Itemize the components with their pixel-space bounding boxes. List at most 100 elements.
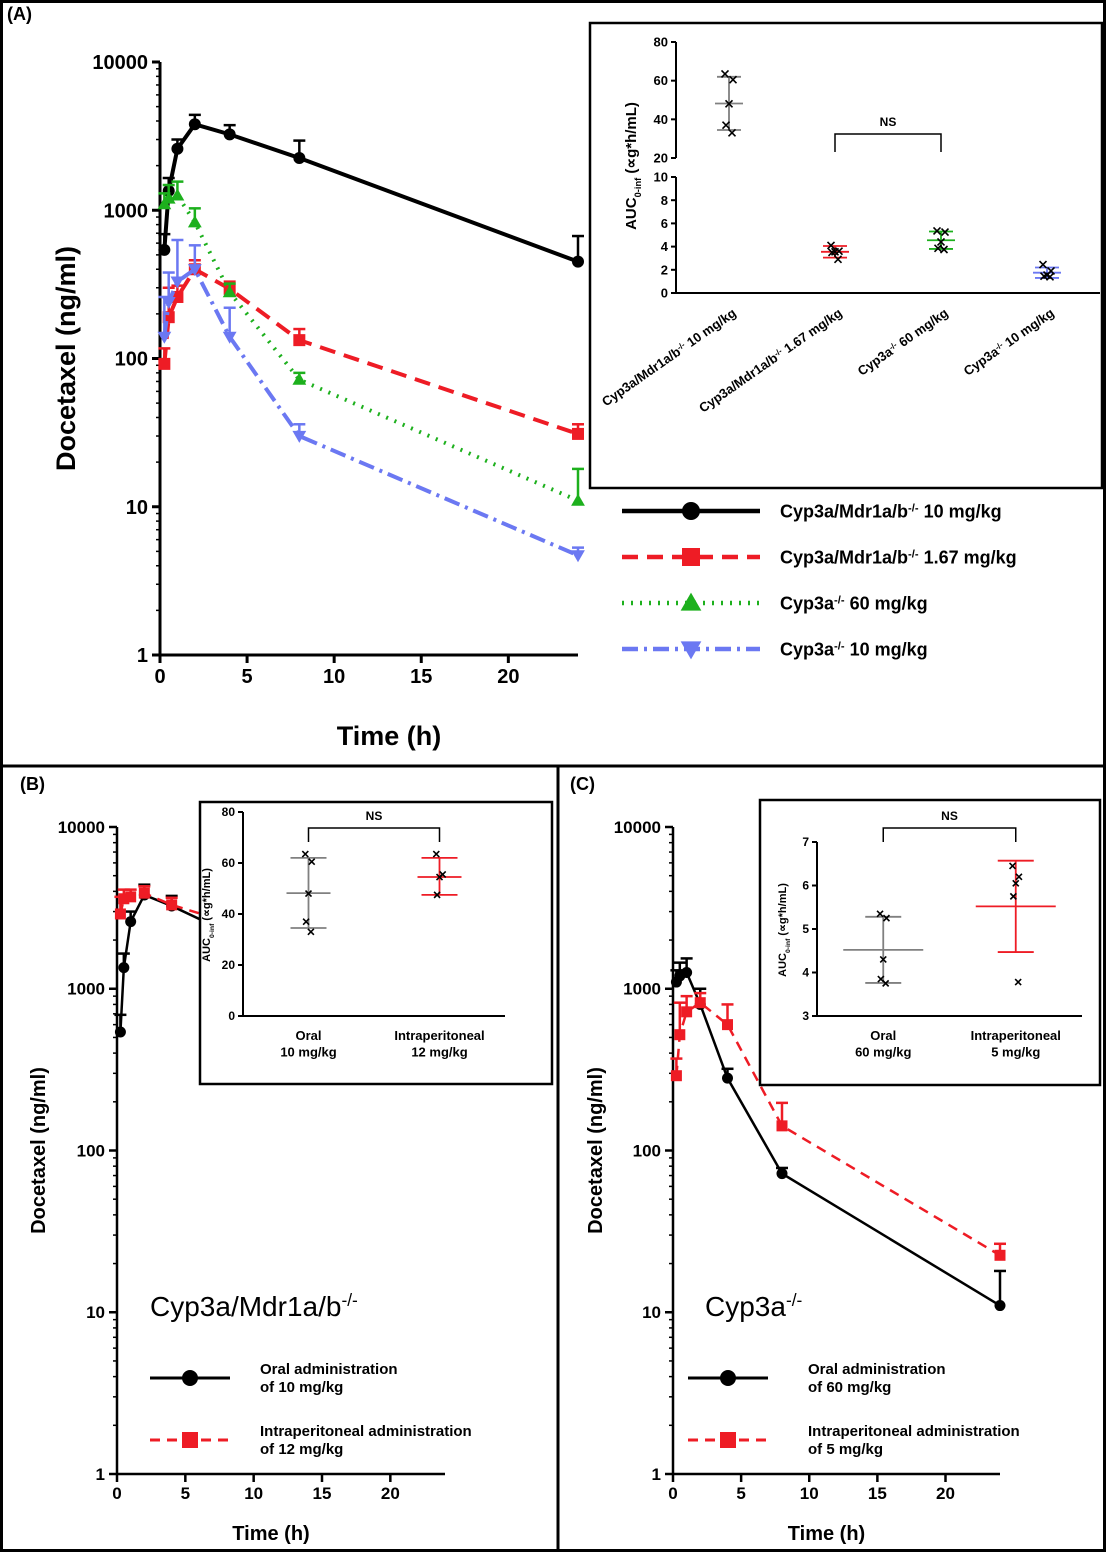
data-point — [114, 908, 126, 920]
data-point — [776, 1168, 788, 1180]
legend-marker — [680, 592, 702, 611]
legend-marker — [720, 1370, 736, 1386]
series-3 — [157, 238, 585, 563]
legend-marker — [182, 1432, 198, 1448]
inset-y-tick-label: 3 — [802, 1009, 809, 1023]
inset-data-point — [882, 914, 891, 922]
x-tick-label: 5 — [736, 1484, 745, 1503]
inset-group-1 — [975, 859, 1056, 986]
y-tick-label: 1000 — [67, 980, 105, 999]
series-2 — [157, 180, 585, 506]
y-tick-label: 10 — [86, 1303, 105, 1322]
panel-label: (C) — [570, 774, 595, 794]
inset-data-point — [308, 858, 316, 866]
inset-data-point — [433, 891, 441, 899]
x-tick-label: 0 — [668, 1484, 677, 1503]
inset-y-tick-label: 4 — [802, 966, 809, 980]
y-tick-label: 10000 — [92, 52, 148, 74]
inset-y-tick-label: 80 — [654, 35, 668, 50]
inset-y-tick-label: 6 — [661, 216, 668, 231]
inset-category-label: Oral 60 mg/kg — [855, 1028, 911, 1059]
x-axis-label: Time (h) — [788, 1523, 865, 1545]
significance-label: NS — [880, 115, 897, 129]
inset-data-point — [727, 128, 737, 137]
data-point — [722, 1072, 733, 1084]
legend-label: Cyp3a-/- 10 mg/kg — [780, 639, 928, 659]
data-point — [293, 152, 306, 165]
panel-b-genotype-annotation-text: Cyp3a/Mdr1a/b-/- — [150, 1290, 358, 1322]
inset-y-tick-label: 2 — [661, 262, 668, 277]
inset-data-point — [826, 241, 836, 250]
inset-frame — [588, 21, 1104, 490]
x-axis-label: Time (h) — [337, 721, 442, 751]
inset-data-point — [1038, 260, 1048, 269]
data-point — [994, 1300, 1006, 1312]
inset-data-point — [827, 248, 837, 257]
x-tick-label: 20 — [936, 1484, 955, 1503]
inset-data-point — [304, 890, 313, 898]
data-point — [223, 128, 236, 141]
inset-group-2 — [927, 226, 955, 254]
inset-y-axis-label: AUC0-inf (∝g*h/mL) — [623, 102, 643, 230]
panel-c: (C) 1 10 100 1000 10000 0 5 10 15 20 Time (h) Doceta… — [570, 774, 1102, 1545]
data-point — [187, 264, 202, 277]
x-tick-label: 20 — [381, 1484, 400, 1503]
inset-group-0 — [286, 850, 331, 936]
significance-bracket — [882, 827, 1017, 842]
data-point — [161, 191, 176, 204]
data-point — [161, 297, 176, 310]
y-tick-label: 10000 — [58, 818, 105, 837]
legend-marker — [682, 548, 700, 566]
legend-label: Cyp3a/Mdr1a/b-/- 10 mg/kg — [780, 501, 1002, 521]
inset-group-1 — [417, 850, 462, 899]
y-tick-label: 1 — [96, 1465, 105, 1484]
inset-data-point — [720, 69, 730, 78]
data-point — [166, 899, 178, 911]
x-tick-label: 15 — [313, 1484, 332, 1503]
legend-label: Oral administration of 60 mg/kg — [808, 1361, 946, 1396]
inset-data-point — [1012, 879, 1020, 887]
data-point — [292, 372, 307, 385]
data-point — [171, 142, 184, 155]
data-point — [571, 493, 585, 506]
inset-y-tick-label: 60 — [654, 73, 668, 88]
inset-category-label: Oral 10 mg/kg — [280, 1028, 336, 1059]
x-tick-label: 10 — [244, 1484, 263, 1503]
y-axis-label: Docetaxel (ng/ml) — [51, 246, 81, 471]
legend-marker — [182, 1370, 198, 1386]
inset-data-point — [1009, 892, 1017, 900]
significance-label: NS — [941, 809, 958, 823]
inset-y-axis-label: AUC0-inf (∝g*h/mL) — [777, 883, 792, 977]
inset-data-point — [936, 237, 946, 247]
legend-label: Intraperitoneal administration of 5 mg/kg — [808, 1423, 1020, 1458]
series-line — [162, 192, 579, 503]
data-point — [222, 285, 237, 298]
panel-b: (B) 1 10 100 1000 10000 0 5 10 15 20 Time (h) Doceta… — [20, 774, 554, 1545]
inset-y-tick-label: 4 — [661, 239, 669, 254]
data-point — [158, 243, 171, 256]
inset-data-point — [724, 99, 734, 108]
data-point — [571, 550, 585, 563]
inset-data-point — [940, 228, 950, 237]
inset-y-tick-label: 8 — [661, 193, 668, 208]
x-axis-label: Time (h) — [232, 1523, 309, 1545]
inset-y-axis-label: AUC0-inf (∝g*h/mL) — [201, 868, 216, 962]
data-point — [171, 290, 184, 303]
panel-label: (A) — [7, 4, 32, 24]
data-point — [138, 887, 150, 899]
significance-bracket — [834, 133, 942, 152]
data-point — [994, 1249, 1006, 1261]
data-point — [292, 430, 307, 443]
inset-category-label: Intraperitoneal 12 mg/kg — [394, 1028, 484, 1059]
series-line — [162, 121, 579, 264]
y-tick-label: 100 — [77, 1141, 105, 1160]
inset-data-point — [833, 255, 843, 264]
inset-y-tick-label: 40 — [654, 112, 668, 127]
data-point — [118, 893, 130, 905]
data-point — [670, 1070, 682, 1082]
panel-label: (B) — [20, 774, 45, 794]
inset-data-point — [1008, 862, 1017, 870]
inset-y-tick-label: 80 — [222, 805, 236, 819]
